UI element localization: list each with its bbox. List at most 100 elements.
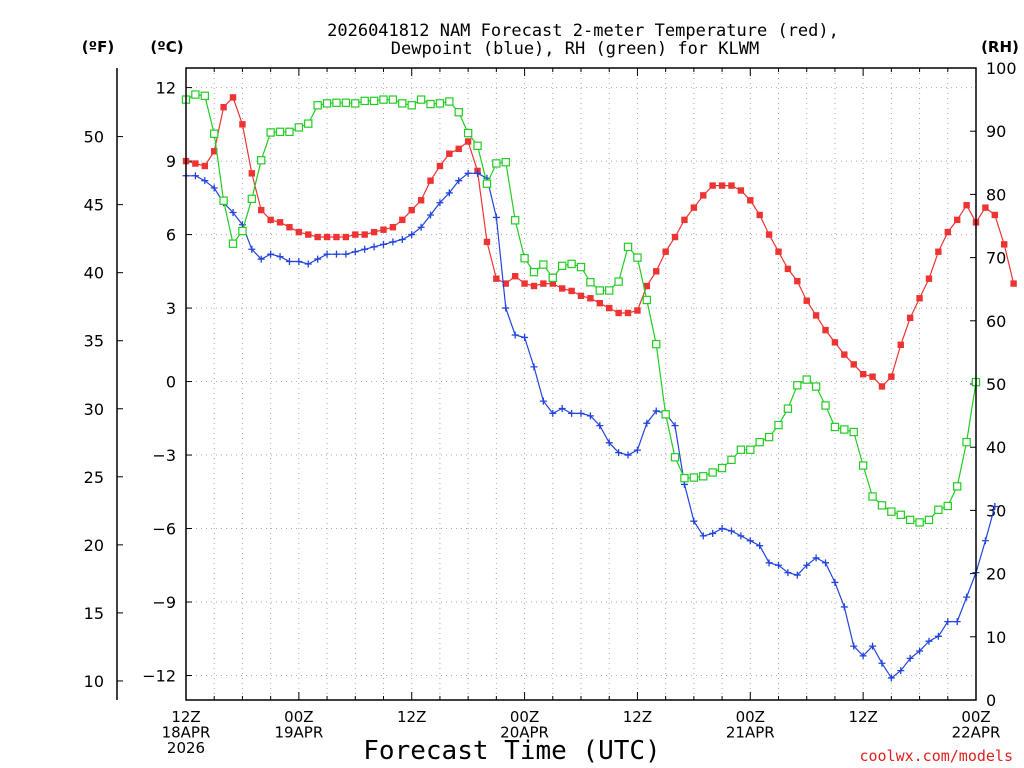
- dewpoint-point: [436, 199, 444, 207]
- rh-point: [332, 98, 341, 107]
- x-tick-label: 12Z: [623, 708, 652, 726]
- dewpoint-point: [295, 258, 303, 266]
- dewpoint-point: [596, 422, 604, 430]
- temperature-point: [906, 314, 914, 322]
- temperature-point: [728, 182, 735, 189]
- series-dewpoint: [182, 169, 999, 682]
- series-rh: [181, 90, 981, 527]
- rh-point: [529, 267, 539, 277]
- temperature-point: [511, 273, 519, 280]
- dewpoint-point: [812, 554, 820, 562]
- temperature-point: [361, 231, 368, 238]
- temperature-point: [596, 299, 604, 307]
- dewpoint-point: [445, 189, 453, 197]
- rh-axis-unit: (RH): [981, 38, 1019, 56]
- grid-lines: [186, 68, 976, 700]
- rh-point: [426, 99, 435, 109]
- rh-point: [520, 254, 529, 263]
- fahrenheit-axis-unit: (ºF): [82, 38, 114, 56]
- temperature-point: [718, 182, 726, 189]
- temperature-point: [606, 304, 613, 312]
- rh-point: [388, 95, 398, 104]
- temperature-point: [991, 211, 999, 219]
- dewpoint-point: [746, 537, 754, 545]
- f-tick-label: 50: [84, 128, 104, 147]
- rh-point: [369, 96, 379, 106]
- temperature-point: [389, 224, 397, 231]
- temperature-point: [944, 228, 951, 236]
- chart-title-line1: 2026041812 NAM Forecast 2-meter Temperat…: [327, 21, 839, 41]
- temperature-point: [831, 339, 839, 346]
- temperature-point: [671, 233, 679, 241]
- rh-tick-label: 100: [986, 59, 1017, 78]
- dewpoint-point: [934, 632, 942, 640]
- rh-point: [774, 420, 783, 430]
- rh-point: [896, 510, 905, 520]
- temperature-point: [211, 148, 218, 155]
- dewpoint-point: [925, 637, 933, 645]
- temperature-point: [342, 233, 350, 241]
- temperature-point: [662, 248, 669, 255]
- temperature-point: [502, 280, 509, 287]
- dewpoint-point: [765, 559, 773, 567]
- rh-point: [407, 101, 416, 110]
- temperature-point: [493, 275, 500, 282]
- rh-point: [764, 432, 774, 442]
- dewpoint-point: [953, 618, 961, 626]
- temperature-point: [784, 265, 792, 273]
- dewpoint-point: [624, 451, 632, 459]
- temperature-point: [276, 219, 284, 226]
- rh-point: [849, 427, 858, 437]
- temperature-point: [427, 177, 434, 184]
- rh-tick-label: 90: [986, 122, 1006, 141]
- rh-point: [830, 422, 840, 432]
- dewpoint-line: [186, 172, 996, 679]
- rh-tick-label: 80: [986, 185, 1006, 204]
- temperature-point: [370, 228, 378, 236]
- temperature-point: [963, 201, 970, 209]
- dewpoint-point: [380, 240, 387, 248]
- credit-text: coolwx.com/models: [859, 747, 1013, 765]
- rh-point: [595, 286, 605, 295]
- series-temperature: [182, 94, 1017, 390]
- dewpoint-point: [521, 333, 529, 341]
- temperature-point: [775, 248, 782, 255]
- rh-point: [557, 261, 567, 271]
- rh-point: [736, 445, 746, 454]
- temperature-point: [982, 204, 989, 211]
- rh-point: [689, 473, 699, 482]
- dewpoint-point: [229, 209, 237, 217]
- rh-point: [275, 127, 285, 137]
- dewpoint-point: [474, 169, 482, 177]
- rh-point: [501, 157, 510, 167]
- temperature-point: [286, 224, 293, 231]
- dewpoint-point: [455, 177, 463, 185]
- f-tick-label: 15: [84, 604, 104, 623]
- rh-point: [952, 482, 962, 491]
- dewpoint-point: [652, 407, 660, 415]
- dewpoint-point: [878, 659, 886, 667]
- rh-point: [943, 501, 952, 511]
- dewpoint-point: [191, 172, 199, 180]
- dewpoint-point: [737, 532, 745, 540]
- temperature-point: [220, 103, 227, 111]
- temperature-point: [408, 206, 415, 214]
- rh-point: [266, 128, 275, 137]
- dewpoint-point: [370, 243, 378, 251]
- temperature-point: [850, 361, 857, 368]
- x-tick-label: 12Z: [397, 708, 426, 726]
- rh-point: [680, 473, 689, 483]
- temperature-point: [229, 94, 237, 101]
- rh-point: [539, 260, 548, 269]
- rh-point: [717, 463, 727, 473]
- temperature-point: [314, 233, 321, 241]
- c-tick-label: 12: [156, 79, 176, 98]
- rh-point: [247, 194, 257, 204]
- rh-point: [322, 99, 332, 108]
- f-tick-label: 40: [84, 264, 104, 283]
- rh-tick-label: 10: [986, 628, 1006, 647]
- rh-point: [661, 410, 670, 419]
- rh-tick-label: 20: [986, 565, 1006, 584]
- temperature-point: [521, 280, 528, 287]
- temperature-point: [653, 268, 660, 275]
